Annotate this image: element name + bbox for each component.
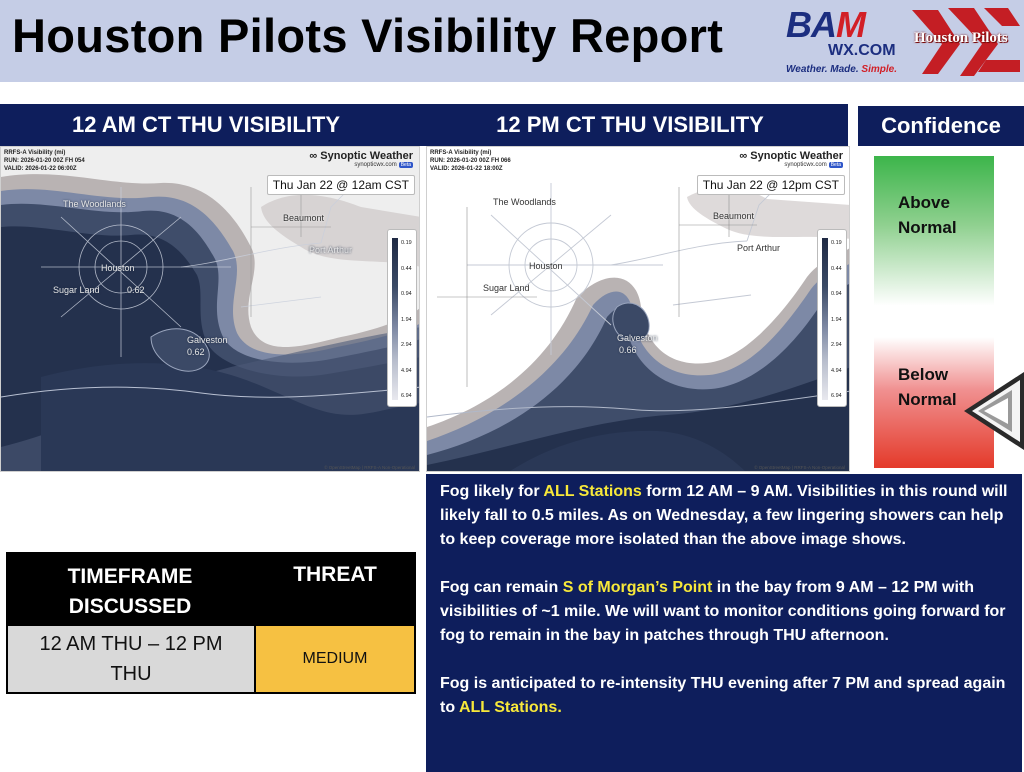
legend-tick: 6.94 [831, 393, 842, 399]
map-meta-line3: VALID: 2026-01-22 06:00Z [4, 166, 77, 172]
table-row: 12 AM THU – 12 PM THU MEDIUM [6, 626, 416, 694]
map-attribution-12am: © OpenStreetMap | RRFS-A Non-Operational [324, 465, 415, 470]
map-meta-line2: RUN: 2026-01-20 00Z FH 054 [4, 158, 85, 164]
visibility-map-12pm: RRFS-A Visibility (mi) RUN: 2026-01-20 0… [426, 146, 850, 472]
houston-pilots-logo: Houston Pilots [908, 4, 1022, 78]
synoptic-brand-site: synopticwx.com [354, 162, 397, 168]
page-title: Houston Pilots Visibility Report [12, 9, 724, 62]
place-sugar-land: Sugar Land [483, 283, 530, 293]
bamwx-tagline-b: Simple. [861, 64, 897, 75]
place-beaumont: Beaumont [283, 213, 325, 223]
bamwx-logo-letters: BA [786, 4, 837, 45]
houston-pilots-logo-text: Houston Pilots [914, 30, 1008, 46]
synoptic-brand-site: synopticwx.com [784, 162, 827, 168]
map-meta-12am: RRFS-A Visibility (mi) RUN: 2026-01-20 0… [4, 149, 85, 173]
discussion-paragraph-1: Fog likely for ALL Stations form 12 AM –… [440, 483, 1008, 548]
beta-badge: Beta [398, 162, 413, 168]
visibility-map-12am: RRFS-A Visibility (mi) RUN: 2026-01-20 0… [0, 146, 420, 472]
legend-tick: 4.94 [401, 368, 412, 374]
legend-tick: 1.94 [401, 317, 412, 323]
place-port-arthur: Port Arthur [309, 245, 353, 255]
bamwx-logo-site: WX.COM [828, 42, 896, 59]
map-attribution-12pm: © OpenStreetMap | RRFS-A Non-Operational [754, 465, 845, 470]
map-meta-12pm: RRFS-A Visibility (mi) RUN: 2026-01-20 0… [430, 149, 511, 173]
houston-pilots-emblem-icon [912, 8, 1020, 76]
left-panel-title: 12 AM CT THU VISIBILITY [0, 104, 412, 146]
confidence-title: Confidence [858, 106, 1024, 146]
synoptic-brand-12am: ∞ Synoptic Weather synopticwx.com Beta [309, 150, 413, 168]
threat-level-cell: MEDIUM [256, 626, 414, 692]
legend-tick: 0.19 [401, 240, 412, 246]
discussion-paragraph-3: Fog is anticipated to re-intensity THU e… [440, 675, 1006, 716]
infinity-icon: ∞ [309, 150, 321, 162]
highlight-all-stations: ALL Stations [543, 483, 642, 500]
place-port-arthur: Port Arthur [737, 243, 781, 253]
threat-table: TIMEFRAME DISCUSSED THREAT 12 AM THU – 1… [6, 552, 416, 694]
confidence-below-line1: Below [898, 365, 949, 384]
timeframe-line2: THU [110, 663, 152, 685]
place-the-woodlands: The Woodlands [63, 199, 126, 209]
timeframe-header-line2: DISCUSSED [68, 595, 192, 618]
synoptic-brand-12pm: ∞ Synoptic Weather synopticwx.com Beta [739, 150, 843, 168]
confidence-below-line2: Normal [898, 390, 957, 409]
infinity-icon: ∞ [739, 150, 751, 162]
legend-tick: 2.94 [401, 342, 412, 348]
legend-tick: 0.44 [401, 266, 412, 272]
map-meta-line1: RRFS-A Visibility (mi) [4, 150, 66, 156]
fog-map-12am-graphic [1, 147, 419, 471]
map-meta-line3: VALID: 2026-01-22 18:00Z [430, 166, 503, 172]
visibility-legend-12am: 0.19 0.44 0.94 1.94 2.94 4.94 6.94 [387, 229, 417, 407]
map-value-b: 0.62 [187, 347, 205, 357]
confidence-above-normal: Above Normal [898, 190, 957, 240]
legend-tick: 6.94 [401, 393, 412, 399]
legend-tick: 4.94 [831, 368, 842, 374]
legend-tick: 1.94 [831, 317, 842, 323]
place-houston: Houston [529, 261, 563, 271]
timeframe-line1: 12 AM THU – 12 PM [39, 633, 223, 655]
highlight-morgans-point: S of Morgan’s Point [562, 579, 713, 596]
confidence-below-normal: Below Normal [898, 362, 957, 412]
confidence-pointer-icon [964, 372, 1024, 450]
bamwx-logo-m: M [836, 4, 866, 45]
legend-tick: 0.44 [831, 266, 842, 272]
visibility-legend-12pm: 0.19 0.44 0.94 1.94 2.94 4.94 6.94 [817, 229, 847, 407]
beta-badge: Beta [828, 162, 843, 168]
threat-table-header: TIMEFRAME DISCUSSED THREAT [6, 552, 416, 626]
timeframe-header-line1: TIMEFRAME [67, 565, 193, 588]
map-meta-line1: RRFS-A Visibility (mi) [430, 150, 492, 156]
timeframe-cell: 12 AM THU – 12 PM THU [8, 626, 256, 692]
threat-header: THREAT [293, 563, 377, 586]
synoptic-brand-name: Synoptic Weather [750, 150, 843, 162]
place-beaumont: Beaumont [713, 211, 755, 221]
map-value-a: 0.66 [619, 345, 637, 355]
map-value-a: 0.62 [127, 285, 145, 295]
place-galveston: Galveston [617, 333, 658, 343]
place-galveston: Galveston [187, 335, 228, 345]
forecast-discussion: Fog likely for ALL Stations form 12 AM –… [426, 474, 1022, 772]
fog-map-12pm-graphic [427, 147, 849, 471]
mid-panel-title: 12 PM CT THU VISIBILITY [412, 104, 848, 146]
place-the-woodlands: The Woodlands [493, 197, 556, 207]
map-meta-line2: RUN: 2026-01-20 00Z FH 066 [430, 158, 511, 164]
legend-tick: 0.19 [831, 240, 842, 246]
confidence-above-line2: Normal [898, 218, 957, 237]
timeframe-header: TIMEFRAME DISCUSSED [6, 562, 254, 622]
legend-color-bar [392, 238, 398, 400]
legend-tick: 0.94 [831, 291, 842, 297]
discussion-paragraph-2: Fog can remain S of Morgan’s Point in th… [440, 579, 1006, 644]
legend-tick: 0.94 [401, 291, 412, 297]
synoptic-brand-name: Synoptic Weather [320, 150, 413, 162]
legend-color-bar [822, 238, 828, 400]
place-sugar-land: Sugar Land [53, 285, 100, 295]
header-bar: Houston Pilots Visibility Report BAM WX.… [0, 0, 1024, 82]
bamwx-logo: BAM WX.COM Weather. Made. Simple. [786, 4, 904, 78]
legend-tick: 2.94 [831, 342, 842, 348]
map-valid-time-12pm: Thu Jan 22 @ 12pm CST [696, 175, 845, 195]
highlight-all-stations-2: ALL Stations. [458, 699, 562, 716]
place-houston: Houston [101, 263, 135, 273]
bamwx-tagline-a: Weather. Made. [786, 64, 862, 75]
map-valid-time-12am: Thu Jan 22 @ 12am CST [266, 175, 415, 195]
confidence-above-line1: Above [898, 193, 950, 212]
